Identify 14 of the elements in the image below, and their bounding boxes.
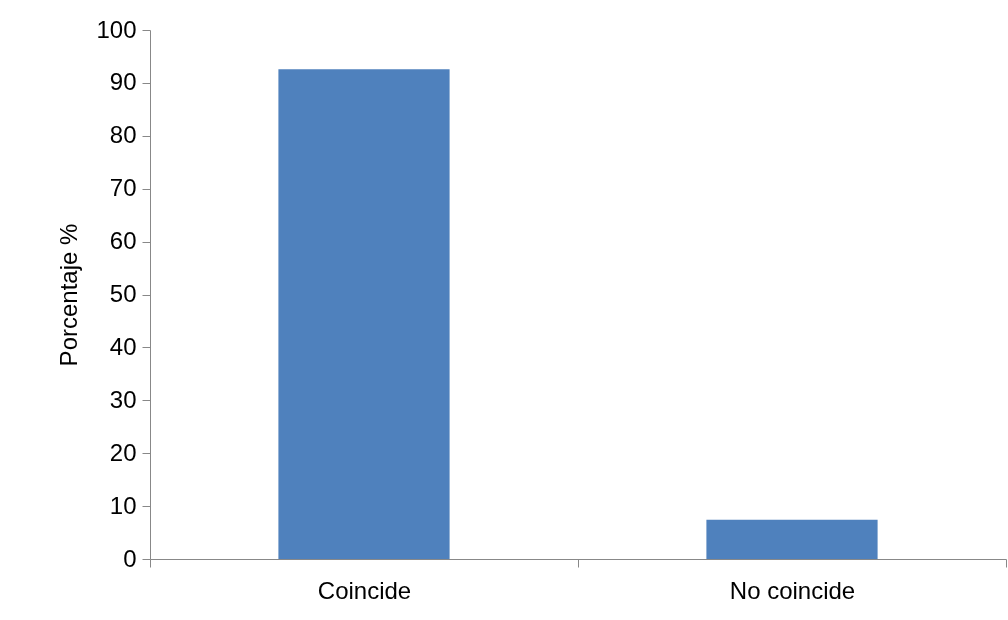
x-tick-label: No coincide (729, 576, 856, 604)
y-tick-label: 0 (123, 544, 137, 572)
y-tick-label: 40 (109, 332, 137, 360)
y-tick-label: 80 (109, 121, 137, 149)
y-tick-label: 50 (109, 280, 137, 307)
y-tick-label: 30 (109, 385, 137, 413)
y-tick-label: 20 (109, 438, 137, 466)
y-tick-label: 70 (109, 174, 137, 202)
y-tick-label: 100 (96, 15, 137, 43)
y-tick-label: 60 (109, 227, 137, 255)
y-tick-label: 90 (109, 68, 137, 96)
y-axis-title: Porcentaje % (55, 223, 83, 367)
x-tick-label: Coincide (317, 576, 412, 604)
y-tick-label: 10 (109, 491, 137, 519)
